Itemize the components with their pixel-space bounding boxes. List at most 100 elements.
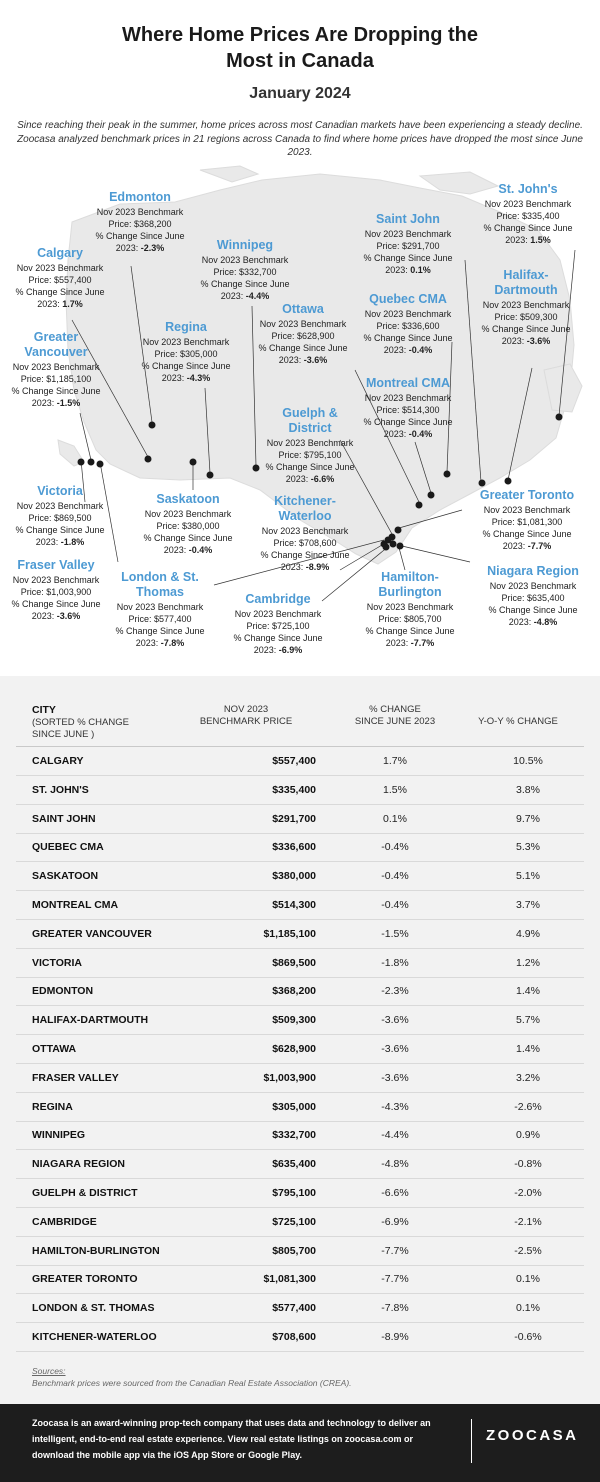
marker-quebec (443, 470, 451, 478)
table-row: ST. JOHN'S $335,400 1.5% 3.8% (16, 776, 584, 805)
marker-calgary (144, 455, 152, 463)
cell-city: HAMILTON-BURLINGTON (32, 1244, 160, 1257)
map-label-change: -1.8% (60, 537, 85, 547)
map-label-city: Saskatoon (156, 492, 220, 506)
cell-price: $509,300 (272, 1014, 316, 1027)
cell-city: GREATER TORONTO (32, 1273, 138, 1286)
cell-city: CAMBRIDGE (32, 1215, 97, 1228)
map-label-detail: Nov 2023 Benchmark Price: $332,700% Chang… (200, 255, 290, 301)
cell-pct-change: -6.9% (381, 1215, 409, 1228)
page-title-line-2: Most in Canada (226, 50, 374, 72)
footer-text: Zoocasa is an award-winning prop-tech co… (32, 1418, 431, 1460)
cell-pct-change: -0.4% (381, 899, 409, 911)
map-label-detail: Nov 2023 Benchmark Price: $1,003,900% Cha… (11, 575, 101, 621)
map-label-detail: Nov 2023 Benchmark Price: $869,500% Chang… (15, 501, 105, 547)
table-row: NIAGARA REGION $635,400 -4.8% -0.8% (16, 1150, 584, 1180)
marker-st-johns (555, 413, 563, 421)
map-label-change: 0.1% (410, 265, 431, 275)
map-label-city: Cambridge (245, 592, 311, 606)
map-label-kitchener-waterloo: Kitchener-Waterloo Nov 2023 Benchmark Pric… (255, 494, 355, 573)
marker-niagara (396, 542, 404, 550)
cell-city: QUEBEC CMA (32, 841, 104, 854)
intro-text: Since reaching their peak in the summer,… (17, 120, 583, 158)
table-row: FRASER VALLEY $1,003,900 -3.6% 3.2% (16, 1064, 584, 1093)
table-row: CAMBRIDGE $725,100 -6.9% -2.1% (16, 1208, 584, 1237)
map-label-city: Victoria (37, 484, 83, 498)
cell-pct-change: -0.4% (381, 870, 409, 883)
map-label-change: -1.5% (56, 398, 81, 408)
map-label-saint-john: Saint John Nov 2023 Benchmark Price: $291,… (358, 212, 458, 276)
map-label-city: Greater Toronto (479, 488, 575, 502)
map-label-greater-toronto: Greater Toronto Nov 2023 Benchmark Price: … (472, 488, 582, 552)
table-row: SASKATOON $380,000 -0.4% 5.1% (16, 862, 584, 892)
map-label-detail: Nov 2023 Benchmark Price: $628,900% Chang… (258, 319, 348, 365)
cell-pct-change: 0.1% (383, 812, 407, 825)
map-label-fraser-valley: Fraser Valley Nov 2023 Benchmark Price: $1… (6, 558, 106, 622)
cell-city: GUELPH & DISTRICT (32, 1187, 138, 1199)
sources-label: Sources: (32, 1366, 66, 1376)
map-label-niagara-region: Niagara Region Nov 2023 Benchmark Price: $… (478, 564, 588, 628)
map-label-city: Niagara Region (487, 564, 579, 578)
map-label-detail: Nov 2023 Benchmark Price: $708,600% Chang… (260, 526, 350, 572)
map-label-guelph-district: Guelph & District Nov 2023 Benchmark Price… (260, 406, 360, 485)
cell-city: SASKATOON (32, 870, 99, 883)
cell-city: MONTREAL CMA (32, 899, 119, 911)
map-label-detail: Nov 2023 Benchmark Price: $725,100% Chang… (233, 609, 323, 655)
map-label-cambridge: Cambridge Nov 2023 Benchmark Price: $725,1… (228, 592, 328, 656)
cell-pct-change: -2.3% (381, 985, 409, 998)
map-label-change: 1.7% (62, 299, 83, 309)
map-label-change: 1.5% (530, 235, 551, 245)
map-label-detail: Nov 2023 Benchmark Price: $336,600% Chang… (363, 309, 453, 355)
map-label-saskatoon: Saskatoon Nov 2023 Benchmark Price: $380,0… (138, 492, 238, 556)
table-row: CALGARY $557,400 1.7% 10.5% (16, 747, 584, 776)
cell-price: $1,185,100 (263, 927, 316, 940)
marker-winnipeg (252, 464, 260, 472)
cell-city: REGINA (32, 1100, 73, 1113)
map-label-change: -8.9% (305, 562, 330, 572)
map-label-detail: Nov 2023 Benchmark Price: $557,400% Chang… (15, 263, 105, 309)
map-label-detail: Nov 2023 Benchmark Price: $514,300% Chang… (363, 393, 453, 439)
cell-yoy-change: -2.6% (514, 1100, 542, 1113)
map-label-st-john-s: St. John's Nov 2023 Benchmark Price: $335,… (478, 182, 578, 246)
header-price-1: NOV 2023 (223, 704, 269, 715)
leader-lines (71, 249, 576, 602)
map-label-detail: Nov 2023 Benchmark Price: $795,100% Chang… (265, 438, 355, 484)
cell-yoy-change: -2.0% (514, 1187, 542, 1199)
map-label-change: -2.3% (140, 243, 165, 253)
cell-price: $869,500 (272, 956, 316, 969)
map-label-city: Kitchener-Waterloo (274, 494, 336, 523)
cell-yoy-change: 3.7% (516, 899, 540, 911)
marker-hamilton (389, 540, 397, 548)
cell-yoy-change: -2.5% (514, 1244, 542, 1257)
cell-yoy-change: 1.4% (516, 985, 540, 998)
map-label-city: Quebec CMA (369, 292, 447, 306)
map-label-edmonton: Edmonton Nov 2023 Benchmark Price: $368,20… (90, 190, 190, 254)
cell-pct-change: 1.7% (383, 755, 407, 767)
cell-pct-change: -6.6% (381, 1187, 409, 1199)
table-row: HALIFAX-DARTMOUTH $509,300 -3.6% 5.7% (16, 1006, 584, 1036)
cell-pct-change: 1.5% (383, 783, 407, 796)
map-label-detail: Nov 2023 Benchmark Price: $368,200% Chang… (95, 207, 185, 253)
map-label-detail: Nov 2023 Benchmark Price: $509,300% Chang… (481, 300, 571, 346)
marker-ottawa (415, 501, 423, 509)
cell-yoy-change: -0.6% (514, 1331, 542, 1343)
table-row: GREATER VANCOUVER $1,185,100 -1.5% 4.9% (16, 920, 584, 949)
marker-fraser-valley (96, 460, 104, 468)
header-pct: % CHANGE SINCE JUNE 2023 (345, 704, 445, 728)
cell-pct-change: -7.7% (381, 1244, 409, 1257)
map-label-change: -4.8% (533, 617, 558, 627)
cell-yoy-change: 1.2% (516, 956, 540, 969)
marker-greater-toronto (394, 526, 402, 534)
map-label-victoria: Victoria Nov 2023 Benchmark Price: $869,50… (10, 484, 110, 548)
header-price-2: BENCHMARK PRICE (199, 716, 293, 727)
cell-price: $577,400 (272, 1302, 316, 1315)
cell-price: $805,700 (272, 1244, 316, 1257)
cell-pct-change: -7.8% (381, 1302, 409, 1315)
marker-regina (206, 471, 214, 479)
cell-city: WINNIPEG (32, 1129, 86, 1142)
footer: Zoocasa is an award-winning prop-tech co… (0, 1404, 600, 1482)
table-row: LONDON & ST. THOMAS $577,400 -7.8% 0.1% (16, 1294, 584, 1324)
map-label-regina: Regina Nov 2023 Benchmark Price: $305,000%… (136, 320, 236, 384)
city-markers (77, 413, 563, 551)
cell-price: $305,000 (272, 1100, 316, 1113)
